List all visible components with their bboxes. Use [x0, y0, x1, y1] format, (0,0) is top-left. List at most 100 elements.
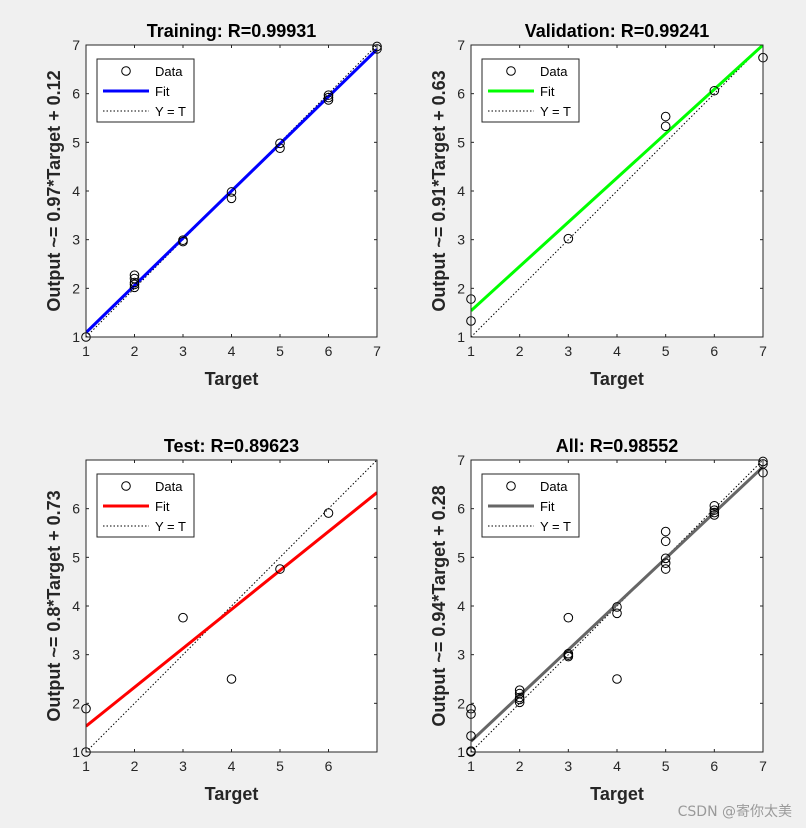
- data-point: [709, 510, 720, 520]
- legend-entry: Data: [540, 64, 568, 79]
- data-point: [323, 92, 334, 103]
- data-point: [660, 564, 671, 574]
- x-tick-label: 5: [662, 758, 670, 774]
- y-tick-label: 5: [72, 134, 80, 150]
- x-tick-label: 1: [467, 343, 475, 359]
- x-tick-label: 1: [467, 758, 475, 774]
- x-tick-label: 6: [325, 343, 333, 359]
- y-tick-label: 5: [457, 134, 465, 150]
- legend: Data Fit Y = T: [481, 473, 580, 538]
- data-point: [226, 187, 237, 197]
- data-point: [275, 138, 285, 149]
- fit-line: [86, 491, 377, 728]
- chart-title: Validation: R=0.99241: [525, 21, 710, 41]
- legend-entry: Data: [155, 479, 183, 494]
- fit-line: [86, 48, 377, 334]
- y-axis-label: Output ~= 0.91*Target + 0.63: [429, 70, 449, 311]
- y-tick-label: 2: [72, 280, 80, 296]
- data-point: [660, 111, 671, 122]
- legend-entry: Data: [155, 64, 183, 79]
- data-point: [323, 508, 334, 518]
- y-tick-label: 4: [457, 598, 465, 614]
- x-tick-label: 5: [276, 758, 284, 774]
- x-axis-label: Target: [205, 784, 259, 804]
- data-point: [323, 95, 334, 105]
- data-point: [612, 602, 622, 612]
- data-point: [129, 277, 140, 288]
- x-tick-label: 4: [228, 343, 236, 359]
- legend-data-marker: [506, 481, 516, 491]
- data-point: [612, 608, 622, 619]
- data-point: [129, 270, 140, 280]
- y-tick-label: 7: [457, 452, 465, 468]
- legend-data-marker: [121, 481, 131, 491]
- training-panel: 1 2 3 4 5 6 7 1 2 3 4 5 6 7 Training: R=0.99931 Target O…: [44, 21, 382, 389]
- x-tick-label: 2: [131, 343, 139, 359]
- y-tick-label: 1: [72, 744, 80, 760]
- legend: Data Fit Y = T: [96, 473, 195, 538]
- x-tick-label: 5: [662, 343, 670, 359]
- data-point: [660, 536, 671, 547]
- chart-title: Test: R=0.89623: [164, 436, 299, 456]
- data-point: [129, 273, 140, 284]
- y-tick-label: 4: [72, 598, 80, 614]
- x-tick-label: 7: [759, 343, 767, 359]
- y-tick-label: 5: [457, 549, 465, 565]
- x-tick-label: 2: [516, 343, 524, 359]
- y-tick-label: 6: [457, 501, 465, 517]
- legend-entry: Y = T: [540, 104, 571, 119]
- y-tick-label: 7: [72, 37, 80, 53]
- fit-line: [471, 45, 763, 312]
- legend-data-marker: [121, 66, 131, 76]
- x-tick-label: 3: [564, 758, 572, 774]
- y-tick-label: 2: [457, 695, 465, 711]
- data-point: [709, 85, 720, 96]
- y-tick-label: 3: [72, 232, 80, 248]
- legend-entry: Fit: [155, 499, 170, 514]
- data-point: [275, 143, 285, 153]
- y-tick-label: 3: [457, 232, 465, 248]
- x-tick-label: 7: [373, 343, 381, 359]
- x-axis-label: Target: [590, 369, 644, 389]
- legend-entry: Data: [540, 479, 568, 494]
- data-point: [178, 235, 188, 245]
- data-point: [514, 688, 525, 699]
- data-point: [660, 558, 671, 568]
- data-point: [226, 674, 237, 684]
- y-tick-label: 2: [457, 280, 465, 296]
- x-tick-label: 3: [179, 343, 187, 359]
- x-tick-label: 3: [179, 758, 187, 774]
- watermark: CSDN @寄你太美: [678, 803, 792, 820]
- legend-entry: Y = T: [540, 519, 571, 534]
- chart-title: Training: R=0.99931: [147, 21, 317, 41]
- x-axis-label: Target: [590, 784, 644, 804]
- x-tick-label: 3: [564, 343, 572, 359]
- legend: Data Fit Y = T: [481, 58, 580, 123]
- y-axis-label: Output ~= 0.94*Target + 0.28: [429, 485, 449, 726]
- x-tick-label: 2: [516, 758, 524, 774]
- y-tick-label: 4: [72, 183, 80, 199]
- legend-entry: Fit: [540, 499, 555, 514]
- data-point: [323, 90, 334, 100]
- y-tick-label: 2: [72, 695, 80, 711]
- identity-line: [471, 45, 763, 337]
- x-tick-label: 1: [82, 758, 90, 774]
- test-panel: 1 2 3 4 5 6 1 2 3 4 5 6 Test: R=0.89623 Target Output …: [44, 436, 378, 804]
- data-point: [660, 553, 671, 564]
- x-tick-label: 6: [710, 343, 718, 359]
- legend-entry: Y = T: [155, 519, 186, 534]
- data-point: [709, 500, 720, 511]
- data-point: [612, 674, 622, 684]
- data-point: [275, 564, 285, 574]
- x-axis-label: Target: [205, 369, 259, 389]
- chart-title: All: R=0.98552: [556, 436, 679, 456]
- y-tick-label: 7: [457, 37, 465, 53]
- legend-entry: Fit: [155, 84, 170, 99]
- y-tick-label: 1: [72, 329, 80, 345]
- all-panel: 1 2 3 4 5 6 7 1 2 3 4 5 6 7 All: R=0.98552 Target Output…: [429, 436, 768, 804]
- data-point: [514, 692, 525, 703]
- data-point: [178, 612, 188, 623]
- legend-entry: Y = T: [155, 104, 186, 119]
- data-point: [563, 233, 574, 244]
- data-point: [660, 526, 671, 537]
